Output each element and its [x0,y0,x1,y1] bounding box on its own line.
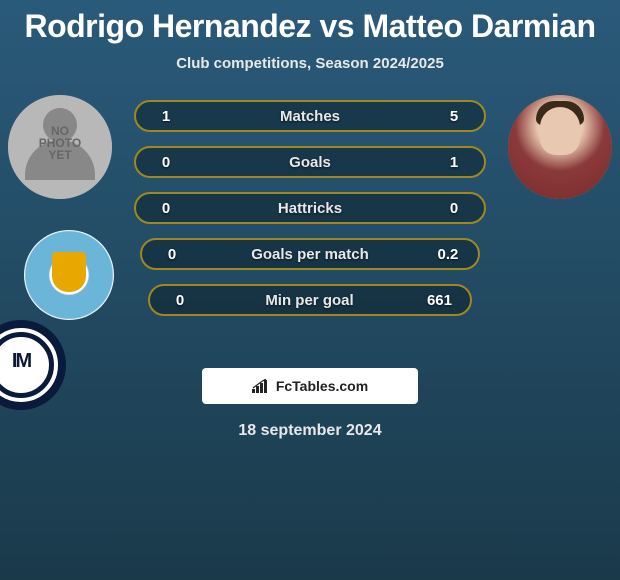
stat-label: Matches [280,108,340,125]
stat-left-value: 0 [160,246,184,263]
date-text: 18 september 2024 [0,422,620,440]
stat-left-value: 1 [154,108,178,125]
stat-right-value: 661 [427,292,452,309]
club-left-logo [24,230,114,320]
stat-left-value: 0 [154,154,178,171]
player-left-avatar: NOPHOTOYET [8,95,112,199]
stat-left-value: 0 [168,292,192,309]
stat-row: 1 Matches 5 [134,100,486,132]
brand-text: FcTables.com [276,378,368,394]
stat-label: Goals [289,154,331,171]
comparison-area: NOPHOTOYET IM 1 Matches 5 0 Goals 1 0 Ha… [0,100,620,360]
stat-row: 0 Min per goal 661 [148,284,472,316]
bar-chart-icon [252,379,270,393]
page-title: Rodrigo Hernandez vs Matteo Darmian [0,0,620,45]
club-right-logo: IM [0,320,66,410]
stat-label: Hattricks [278,200,342,217]
stat-right-value: 0 [442,200,466,217]
stat-row: 0 Hattricks 0 [134,192,486,224]
stat-label: Min per goal [265,292,353,309]
stat-row: 0 Goals 1 [134,146,486,178]
subtitle: Club competitions, Season 2024/2025 [0,55,620,72]
stat-right-value: 0.2 [436,246,460,263]
stat-row: 0 Goals per match 0.2 [140,238,480,270]
stat-label: Goals per match [251,246,369,263]
stat-right-value: 1 [442,154,466,171]
stat-right-value: 5 [442,108,466,125]
player-right-avatar [508,95,612,199]
no-photo-label: NOPHOTOYET [39,125,81,161]
stat-pills: 1 Matches 5 0 Goals 1 0 Hattricks 0 0 Go… [134,100,486,330]
brand-box: FcTables.com [202,368,418,404]
stat-left-value: 0 [154,200,178,217]
